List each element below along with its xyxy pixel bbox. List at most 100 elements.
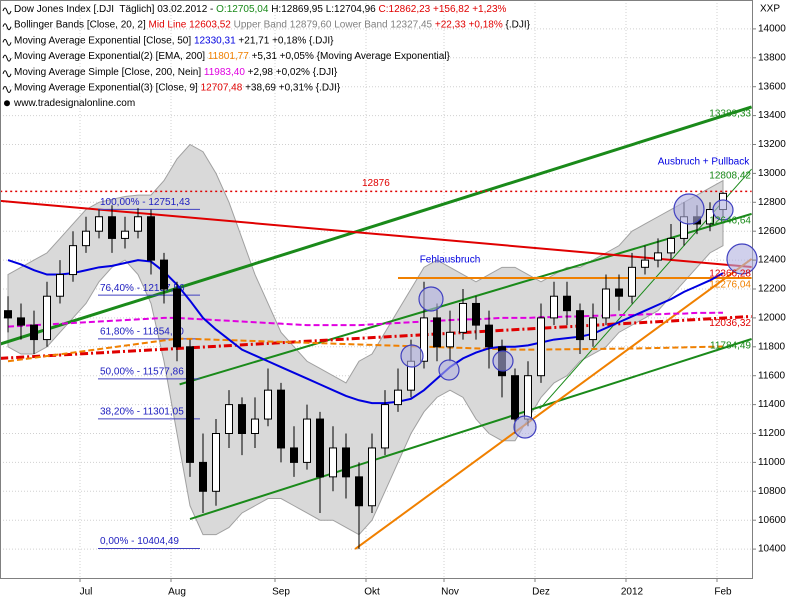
legend-line: www.tradesignalonline.com bbox=[13, 98, 135, 109]
moving-average bbox=[7, 337, 724, 363]
legend-text: +38,69 +0,31% {.DJI} bbox=[242, 82, 341, 93]
annotation: Ausbruch + Pullback bbox=[658, 156, 750, 167]
candle-body bbox=[160, 259, 168, 290]
x-tick-label: Feb bbox=[714, 587, 732, 598]
y-tick-label: 11000 bbox=[758, 457, 786, 468]
candle-body bbox=[56, 274, 64, 297]
legend-text: www.tradesignalonline.com bbox=[13, 98, 135, 109]
legend-line: Bollinger Bands [Close, 20, 2] Mid Line … bbox=[14, 19, 531, 30]
y-tick-label: 12200 bbox=[758, 284, 786, 295]
y-tick-label: 11800 bbox=[758, 341, 786, 352]
candle-body bbox=[667, 237, 675, 254]
candle-body bbox=[303, 418, 311, 463]
candle-body bbox=[17, 317, 25, 326]
fib-label: 0,00% - 10404,49 bbox=[100, 536, 179, 547]
trendline bbox=[179, 212, 752, 386]
candle-body bbox=[95, 216, 103, 232]
candle-body bbox=[121, 230, 129, 239]
trendline-label: 12366,28 bbox=[709, 269, 751, 280]
legend-text: Dow Jones Index [.DJI Täglich] 03.02.201… bbox=[14, 4, 216, 15]
candle-body bbox=[329, 447, 337, 478]
legend-text: {.DJI} bbox=[503, 19, 531, 30]
candle-body bbox=[108, 216, 116, 239]
candle-body bbox=[654, 252, 662, 261]
candle-body bbox=[199, 461, 207, 492]
y-tick-label: 10800 bbox=[758, 486, 786, 497]
legend: Dow Jones Index [.DJI Täglich] 03.02.201… bbox=[2, 4, 531, 109]
fib-label: 76,40% - 12157,56 bbox=[100, 283, 185, 294]
candle-body bbox=[4, 310, 12, 319]
legend-text: Mid Line 12603,52 bbox=[149, 19, 232, 30]
candle-body bbox=[147, 216, 155, 261]
candle-body bbox=[706, 209, 714, 225]
candle-body bbox=[628, 266, 636, 297]
candle-body bbox=[342, 447, 350, 478]
trendline bbox=[0, 314, 752, 360]
legend-icon bbox=[2, 70, 12, 78]
moving-average bbox=[7, 259, 724, 405]
x-tick-label: Jul bbox=[80, 587, 93, 598]
candle-body bbox=[446, 331, 454, 348]
candle-body bbox=[420, 317, 428, 362]
y-tick-label: 12600 bbox=[758, 226, 786, 237]
trendline-label: 12276,04 bbox=[709, 280, 751, 291]
circle bbox=[438, 359, 460, 381]
legend-text: +21,71 +0,18% {.DJI} bbox=[236, 35, 335, 46]
legend-text: Moving Average Exponential(3) [Close, 9] bbox=[14, 82, 201, 93]
legend-text: 12330,31 bbox=[194, 35, 236, 46]
y-tick-label: 12800 bbox=[758, 197, 786, 208]
candle-body bbox=[602, 288, 610, 319]
legend-icon bbox=[2, 38, 12, 46]
legend-line: Moving Average Exponential(3) [Close, 9]… bbox=[14, 82, 341, 93]
candle-body bbox=[251, 418, 259, 434]
candle-body bbox=[550, 295, 558, 319]
legend-text: 11801,77 bbox=[208, 51, 249, 62]
candle-body bbox=[69, 245, 77, 276]
candle-body bbox=[173, 288, 181, 348]
candle-body bbox=[264, 389, 272, 420]
trendline-label: 12808,42 bbox=[709, 171, 751, 182]
candle-body bbox=[641, 259, 649, 268]
fib-label: 38,20% - 11301,05 bbox=[100, 407, 184, 418]
x-tick-label: Sep bbox=[272, 587, 290, 598]
trendline-label: 12876 bbox=[362, 178, 390, 189]
legend-text: C:12862,23 +156,82 +1,23% bbox=[379, 4, 507, 15]
fib-label: 100,00% - 12751,43 bbox=[100, 197, 191, 208]
y-tick-label: 13600 bbox=[758, 81, 786, 92]
legend-text: H:12869,95 L:12704,96 bbox=[268, 4, 378, 15]
trendline bbox=[0, 199, 752, 269]
candle-body bbox=[277, 389, 285, 449]
x-tick-label: Dez bbox=[532, 587, 550, 598]
x-tick-label: Aug bbox=[168, 587, 186, 598]
legend-icon bbox=[2, 23, 12, 31]
y-tick-label: 10400 bbox=[758, 544, 786, 555]
candle-body bbox=[433, 317, 441, 348]
axis-title: XXP bbox=[760, 4, 780, 15]
candle-body bbox=[615, 288, 623, 297]
candle-body bbox=[355, 476, 363, 507]
candle-body bbox=[368, 447, 376, 507]
candle-body bbox=[524, 375, 532, 420]
x-tick-label: Nov bbox=[441, 587, 459, 598]
trendline bbox=[0, 105, 753, 346]
candle-body bbox=[394, 389, 402, 406]
trendline-label: 12036,32 bbox=[709, 318, 751, 329]
legend-text: Moving Average Simple [Close, 200, Nein] bbox=[14, 66, 204, 77]
highlight-circles bbox=[400, 193, 758, 439]
y-tick-label: 13200 bbox=[758, 139, 786, 150]
legend-icon bbox=[2, 86, 12, 93]
legend-text: Bollinger Bands [Close, 20, 2] bbox=[14, 19, 149, 30]
circle bbox=[513, 415, 537, 439]
legend-icon bbox=[4, 100, 10, 107]
legend-text: +22,33 +0,18% bbox=[432, 19, 503, 30]
circle bbox=[492, 350, 514, 372]
circle bbox=[400, 344, 424, 368]
candle-body bbox=[537, 317, 545, 377]
candle-body bbox=[225, 404, 233, 435]
trendline-label: 12646,64 bbox=[709, 216, 751, 227]
candle-body bbox=[563, 295, 571, 312]
circle bbox=[418, 286, 444, 312]
legend-text: O:12705,04 bbox=[216, 4, 269, 15]
circle bbox=[712, 199, 734, 221]
